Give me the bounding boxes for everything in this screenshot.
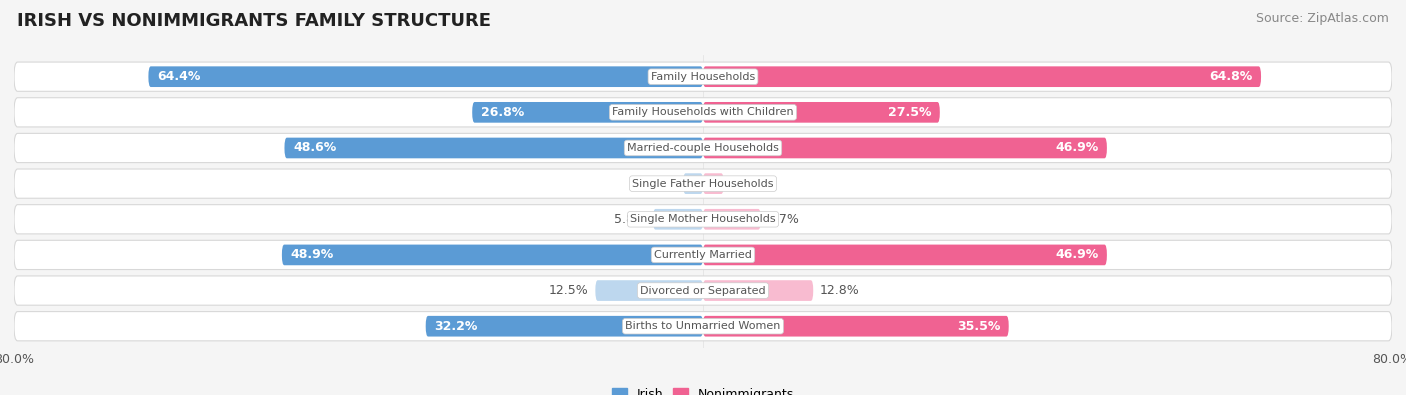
FancyBboxPatch shape bbox=[703, 66, 1261, 87]
Text: 12.5%: 12.5% bbox=[548, 284, 589, 297]
Text: Divorced or Separated: Divorced or Separated bbox=[640, 286, 766, 295]
FancyBboxPatch shape bbox=[14, 312, 1392, 341]
FancyBboxPatch shape bbox=[703, 137, 1107, 158]
FancyBboxPatch shape bbox=[472, 102, 703, 123]
Text: 46.9%: 46.9% bbox=[1054, 141, 1098, 154]
FancyBboxPatch shape bbox=[149, 66, 703, 87]
Text: Births to Unmarried Women: Births to Unmarried Women bbox=[626, 321, 780, 331]
FancyBboxPatch shape bbox=[284, 137, 703, 158]
Text: 2.4%: 2.4% bbox=[731, 177, 762, 190]
Text: Single Father Households: Single Father Households bbox=[633, 179, 773, 189]
Text: Family Households with Children: Family Households with Children bbox=[612, 107, 794, 117]
Text: Single Mother Households: Single Mother Households bbox=[630, 214, 776, 224]
FancyBboxPatch shape bbox=[14, 276, 1392, 305]
Text: 5.8%: 5.8% bbox=[614, 213, 647, 226]
Text: 12.8%: 12.8% bbox=[820, 284, 860, 297]
Text: Married-couple Households: Married-couple Households bbox=[627, 143, 779, 153]
Text: 64.4%: 64.4% bbox=[157, 70, 201, 83]
FancyBboxPatch shape bbox=[652, 209, 703, 229]
Legend: Irish, Nonimmigrants: Irish, Nonimmigrants bbox=[606, 383, 800, 395]
FancyBboxPatch shape bbox=[14, 62, 1392, 91]
FancyBboxPatch shape bbox=[683, 173, 703, 194]
FancyBboxPatch shape bbox=[703, 245, 1107, 265]
FancyBboxPatch shape bbox=[703, 280, 813, 301]
FancyBboxPatch shape bbox=[281, 245, 703, 265]
Text: 32.2%: 32.2% bbox=[434, 320, 478, 333]
Text: 48.6%: 48.6% bbox=[292, 141, 336, 154]
FancyBboxPatch shape bbox=[703, 209, 761, 229]
FancyBboxPatch shape bbox=[703, 316, 1008, 337]
FancyBboxPatch shape bbox=[14, 134, 1392, 163]
Text: Currently Married: Currently Married bbox=[654, 250, 752, 260]
FancyBboxPatch shape bbox=[14, 240, 1392, 269]
Text: 46.9%: 46.9% bbox=[1054, 248, 1098, 261]
FancyBboxPatch shape bbox=[703, 102, 939, 123]
Text: 27.5%: 27.5% bbox=[887, 106, 931, 119]
Text: 6.7%: 6.7% bbox=[768, 213, 800, 226]
Text: Family Households: Family Households bbox=[651, 71, 755, 82]
FancyBboxPatch shape bbox=[703, 173, 724, 194]
Text: IRISH VS NONIMMIGRANTS FAMILY STRUCTURE: IRISH VS NONIMMIGRANTS FAMILY STRUCTURE bbox=[17, 12, 491, 30]
Text: 26.8%: 26.8% bbox=[481, 106, 524, 119]
FancyBboxPatch shape bbox=[426, 316, 703, 337]
Text: 64.8%: 64.8% bbox=[1209, 70, 1253, 83]
FancyBboxPatch shape bbox=[14, 169, 1392, 198]
Text: 2.3%: 2.3% bbox=[644, 177, 676, 190]
FancyBboxPatch shape bbox=[14, 205, 1392, 234]
FancyBboxPatch shape bbox=[14, 98, 1392, 127]
Text: Source: ZipAtlas.com: Source: ZipAtlas.com bbox=[1256, 12, 1389, 25]
Text: 48.9%: 48.9% bbox=[291, 248, 333, 261]
Text: 35.5%: 35.5% bbox=[956, 320, 1000, 333]
FancyBboxPatch shape bbox=[595, 280, 703, 301]
